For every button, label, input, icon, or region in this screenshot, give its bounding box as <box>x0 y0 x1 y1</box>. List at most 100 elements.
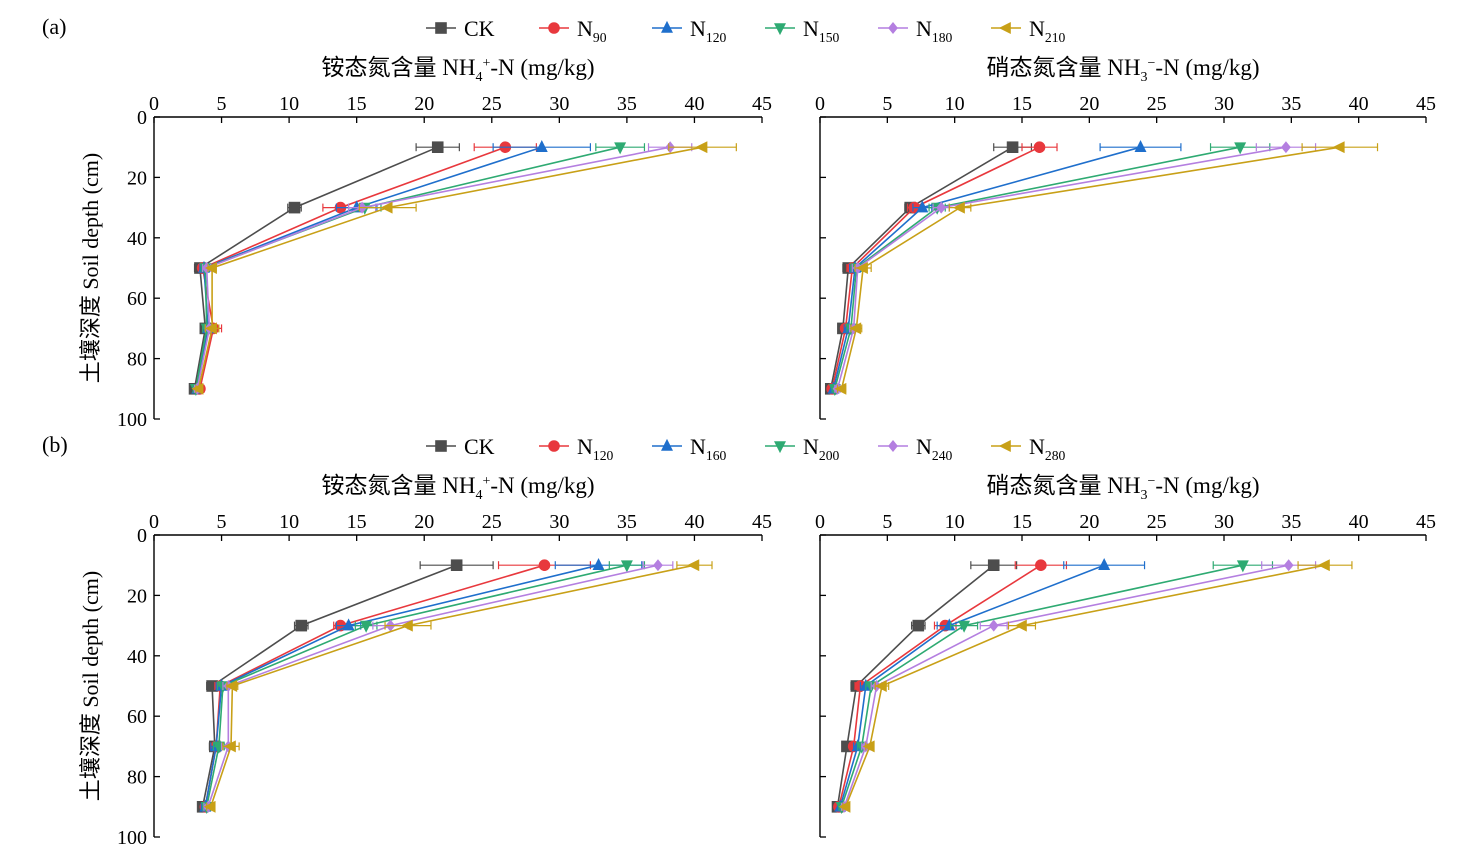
legend-marker <box>888 440 898 452</box>
x-tick-label: 30 <box>549 511 569 533</box>
legend-item: N120 <box>652 16 727 45</box>
x-tick-label: 5 <box>882 93 892 115</box>
x-tick-label: 20 <box>1079 93 1099 115</box>
legend-label: N180 <box>916 16 953 45</box>
y-tick-label: 40 <box>127 646 147 668</box>
axis-title: 铵态氮含量 NH4+-N (mg/kg) <box>321 55 594 85</box>
subplot-nh4: 铵态氮含量 NH4+-N (mg/kg) 0 5 10 15 20 25 30 35 40 45 0 2… <box>78 55 772 431</box>
legend-label: N120 <box>690 16 727 45</box>
x-tick-label: 45 <box>1416 511 1436 533</box>
data-point <box>614 142 627 155</box>
x-tick-label: 15 <box>347 93 367 115</box>
series-line <box>204 564 545 807</box>
legend-label: N280 <box>1029 434 1066 463</box>
x-tick-label: 35 <box>617 93 637 115</box>
y-tick-label: 80 <box>127 767 147 789</box>
x-tick-label: 35 <box>1281 93 1301 115</box>
series-line <box>843 564 1289 808</box>
data-point <box>695 141 708 154</box>
data-point <box>987 559 1000 572</box>
data-point <box>360 620 373 633</box>
data-point <box>834 382 847 395</box>
axis-title: 硝态氮含量 NH3−-N (mg/kg) <box>986 473 1259 503</box>
x-tick-label: 45 <box>752 511 772 533</box>
series-line <box>201 564 457 807</box>
series-N200 <box>835 560 1274 814</box>
x-tick-label: 10 <box>279 93 299 115</box>
data-point <box>225 680 238 692</box>
data-point <box>653 559 663 572</box>
legend-label: N160 <box>690 434 727 463</box>
x-tick-label: 30 <box>549 93 569 115</box>
x-tick-label: 0 <box>149 93 159 115</box>
legend-marker <box>661 20 673 33</box>
data-point <box>912 619 925 632</box>
series-line <box>832 146 1141 389</box>
subplot-no3: 硝态氮含量 NH3−-N (mg/kg) 0 5 10 15 20 25 30 35 40 45 <box>815 473 1436 838</box>
data-point <box>988 619 999 632</box>
data-point <box>862 740 875 753</box>
series-N150 <box>189 142 646 396</box>
legend-label: N120 <box>577 434 614 463</box>
series-N280 <box>203 559 713 813</box>
x-tick-label: 15 <box>1012 511 1032 533</box>
legend-marker <box>548 22 560 34</box>
series-line <box>840 564 1244 808</box>
x-tick-label: 5 <box>882 511 892 533</box>
series-N240 <box>203 559 674 813</box>
legend-item: N180 <box>878 16 953 45</box>
y-axis-label: 土壤深度 Soil depth (cm) <box>78 571 103 801</box>
data-point <box>958 620 971 633</box>
data-point <box>203 800 216 813</box>
legend-marker <box>435 440 447 452</box>
x-tick-label: 15 <box>1012 93 1032 115</box>
data-point <box>1283 559 1294 572</box>
x-tick-label: 40 <box>684 511 704 533</box>
panel-label: (a) <box>42 14 66 39</box>
x-tick-label: 25 <box>482 93 502 115</box>
legend-marker <box>774 23 786 36</box>
x-tick-label: 20 <box>414 93 434 115</box>
subplot-no3: 硝态氮含量 NH3−-N (mg/kg) 0 5 10 15 20 25 30 35 40 45 <box>815 55 1436 420</box>
data-point <box>288 201 301 214</box>
x-tick-label: 45 <box>1416 93 1436 115</box>
x-tick-label: 40 <box>684 93 704 115</box>
series-CK <box>196 559 494 813</box>
y-tick-label: 40 <box>127 228 147 250</box>
data-point <box>1234 142 1247 155</box>
panel-b: (b) CK N120 N160 N200 N240 N280 铵态氮含量 NH4+-N (m… <box>42 432 1436 849</box>
data-point <box>838 800 851 813</box>
data-point <box>1317 559 1330 572</box>
series-N150 <box>828 142 1271 396</box>
series-N240 <box>839 559 1317 813</box>
legend-item: CK <box>426 434 495 459</box>
data-point <box>1134 140 1147 152</box>
series-N210 <box>191 141 737 395</box>
x-tick-label: 10 <box>945 93 965 115</box>
data-point <box>342 618 355 631</box>
series-line <box>196 146 671 389</box>
x-tick-label: 35 <box>1281 511 1301 533</box>
series-N210 <box>834 141 1379 395</box>
data-point <box>295 619 308 632</box>
series-line <box>204 564 599 807</box>
data-point <box>620 560 633 573</box>
x-tick-label: 30 <box>1214 511 1234 533</box>
y-tick-label: 100 <box>117 827 147 849</box>
legend-label: CK <box>464 16 495 41</box>
x-tick-label: 0 <box>149 511 159 533</box>
y-tick-label: 60 <box>127 706 147 728</box>
subplot-nh4: 铵态氮含量 NH4+-N (mg/kg) 0 5 10 15 20 25 30 35 40 45 0 2… <box>78 473 772 849</box>
data-point <box>538 559 551 572</box>
legend-item: CK <box>426 16 495 41</box>
x-tick-label: 10 <box>279 511 299 533</box>
series-line <box>834 146 1241 390</box>
data-point <box>687 559 700 572</box>
data-point <box>943 618 956 631</box>
legend-item: N200 <box>765 434 840 463</box>
data-point <box>849 322 862 335</box>
data-point <box>191 382 204 395</box>
series-line <box>193 146 439 389</box>
legend-marker <box>548 440 560 452</box>
x-tick-label: 10 <box>945 511 965 533</box>
